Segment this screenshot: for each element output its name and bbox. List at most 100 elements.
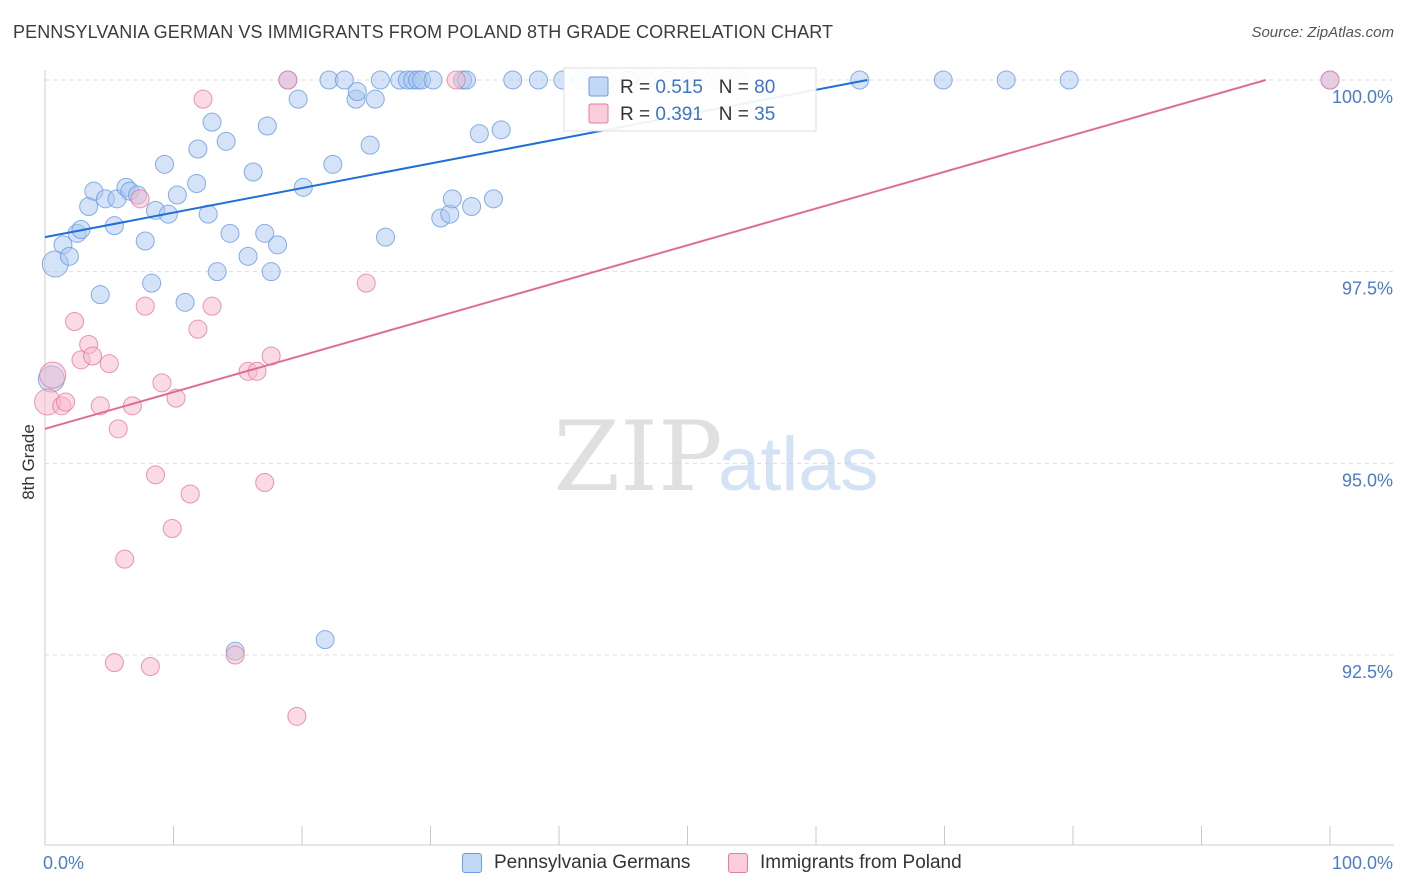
y-tick-label: 95.0%	[1342, 470, 1393, 490]
legend-swatch-pink	[728, 853, 748, 873]
point-immigrants-from-poland	[162, 519, 182, 538]
y-tick-label: 97.5%	[1342, 279, 1393, 299]
point-pennsylvania-germans	[462, 197, 482, 216]
stats-text: R =	[620, 104, 655, 125]
point-pennsylvania-germans	[268, 235, 288, 255]
point-pennsylvania-germans	[1059, 70, 1079, 90]
point-immigrants-from-poland	[202, 296, 222, 316]
point-immigrants-from-poland	[65, 312, 85, 331]
point-pennsylvania-germans	[167, 185, 187, 205]
legend-label-pennsylvania-germans: Pennsylvania Germans	[494, 852, 691, 873]
point-immigrants-from-poland	[225, 645, 245, 665]
stats-text: 0.515	[655, 77, 703, 98]
point-immigrants-from-poland	[152, 373, 172, 393]
point-pennsylvania-germans	[238, 246, 258, 266]
point-pennsylvania-germans	[207, 262, 227, 282]
x-tick-label: 0.0%	[43, 853, 84, 873]
point-immigrants-from-poland	[130, 189, 150, 209]
chart-title: PENNSYLVANIA GERMAN VS IMMIGRANTS FROM P…	[13, 22, 834, 42]
point-immigrants-from-poland	[99, 354, 119, 374]
tick-labels: 100.0% 97.5% 95.0% 92.5% 0.0% 100.0%	[43, 87, 1393, 873]
point-immigrants-from-poland	[104, 653, 124, 673]
stats-legend-box: R = 0.515 N = 80 R = 0.391 N = 35	[563, 67, 817, 132]
point-immigrants-from-poland	[39, 361, 67, 389]
point-pennsylvania-germans	[142, 273, 162, 293]
data-points	[34, 70, 1340, 726]
point-immigrants-from-poland	[278, 70, 298, 90]
watermark-atlas: atlas	[718, 422, 879, 507]
point-pennsylvania-germans	[323, 154, 343, 174]
watermark-zip: ZIP	[553, 401, 722, 513]
point-pennsylvania-germans	[288, 89, 308, 109]
point-pennsylvania-germans	[365, 89, 385, 109]
point-pennsylvania-germans	[528, 70, 548, 90]
x-tick-label: 100.0%	[1332, 853, 1393, 873]
point-pennsylvania-germans	[503, 70, 523, 90]
point-pennsylvania-germans	[59, 246, 79, 266]
point-pennsylvania-germans	[255, 223, 275, 243]
stats-text: R =	[620, 77, 655, 98]
legend-label-immigrants-from-poland: Immigrants from Poland	[760, 852, 962, 873]
series-legend: Pennsylvania Germans Immigrants from Pol…	[0, 852, 1406, 878]
stats-swatch	[588, 103, 609, 124]
stats-text: 80	[754, 77, 775, 98]
point-pennsylvania-germans	[996, 70, 1016, 90]
axes	[44, 70, 1394, 846]
stats-row: R = 0.391 N = 35	[620, 104, 775, 125]
trend-line-immigrants-from-poland	[44, 79, 1267, 430]
point-immigrants-from-poland	[135, 296, 155, 316]
y-tick-label: 100.0%	[1332, 87, 1393, 107]
point-pennsylvania-germans	[202, 112, 222, 132]
point-pennsylvania-germans	[370, 70, 390, 90]
point-immigrants-from-poland	[193, 89, 213, 109]
point-pennsylvania-germans	[850, 70, 870, 90]
point-pennsylvania-germans	[155, 154, 175, 174]
point-pennsylvania-germans	[442, 189, 462, 209]
point-pennsylvania-germans	[188, 139, 208, 159]
point-immigrants-from-poland	[108, 419, 128, 439]
point-immigrants-from-poland	[140, 657, 160, 676]
point-pennsylvania-germans	[90, 285, 110, 305]
stats-text: N =	[703, 77, 754, 98]
point-pennsylvania-germans	[243, 162, 263, 182]
point-immigrants-from-poland	[56, 392, 76, 412]
stats-text: N =	[703, 104, 754, 125]
point-immigrants-from-poland	[1320, 70, 1340, 90]
point-immigrants-from-poland	[247, 361, 267, 381]
point-pennsylvania-germans	[360, 135, 380, 155]
point-pennsylvania-germans	[376, 227, 396, 247]
stats-row: R = 0.515 N = 80	[620, 77, 775, 98]
legend-item-immigrants-from-poland: Immigrants from Poland	[728, 852, 962, 874]
y-tick-label: 92.5%	[1342, 662, 1393, 682]
legend-swatch-blue	[462, 853, 482, 873]
point-immigrants-from-poland	[446, 70, 466, 90]
stats-text: 0.391	[655, 104, 703, 125]
point-pennsylvania-germans	[187, 174, 207, 193]
point-pennsylvania-germans	[491, 120, 511, 140]
point-pennsylvania-germans	[423, 70, 443, 90]
point-pennsylvania-germans	[220, 223, 240, 243]
y-axis-label: 8th Grade	[19, 424, 38, 500]
point-pennsylvania-germans	[135, 231, 155, 251]
legend-item-pennsylvania-germans: Pennsylvania Germans	[462, 852, 690, 874]
point-pennsylvania-germans	[933, 70, 953, 90]
point-immigrants-from-poland	[255, 473, 275, 492]
point-immigrants-from-poland	[146, 465, 166, 485]
point-pennsylvania-germans	[483, 189, 503, 209]
point-pennsylvania-germans	[347, 82, 367, 101]
point-pennsylvania-germans	[257, 116, 277, 136]
stats-swatch	[588, 76, 609, 97]
point-immigrants-from-poland	[287, 706, 307, 726]
point-immigrants-from-poland	[188, 319, 208, 339]
point-immigrants-from-poland	[83, 346, 103, 366]
point-pennsylvania-germans	[315, 630, 335, 650]
watermark: ZIP atlas	[553, 401, 878, 513]
point-immigrants-from-poland	[180, 484, 200, 504]
point-pennsylvania-germans	[216, 131, 236, 151]
point-pennsylvania-germans	[469, 124, 489, 144]
point-immigrants-from-poland	[356, 273, 376, 293]
point-pennsylvania-germans	[175, 292, 195, 312]
source-label: Source: ZipAtlas.com	[1251, 24, 1394, 41]
point-immigrants-from-poland	[90, 396, 110, 416]
